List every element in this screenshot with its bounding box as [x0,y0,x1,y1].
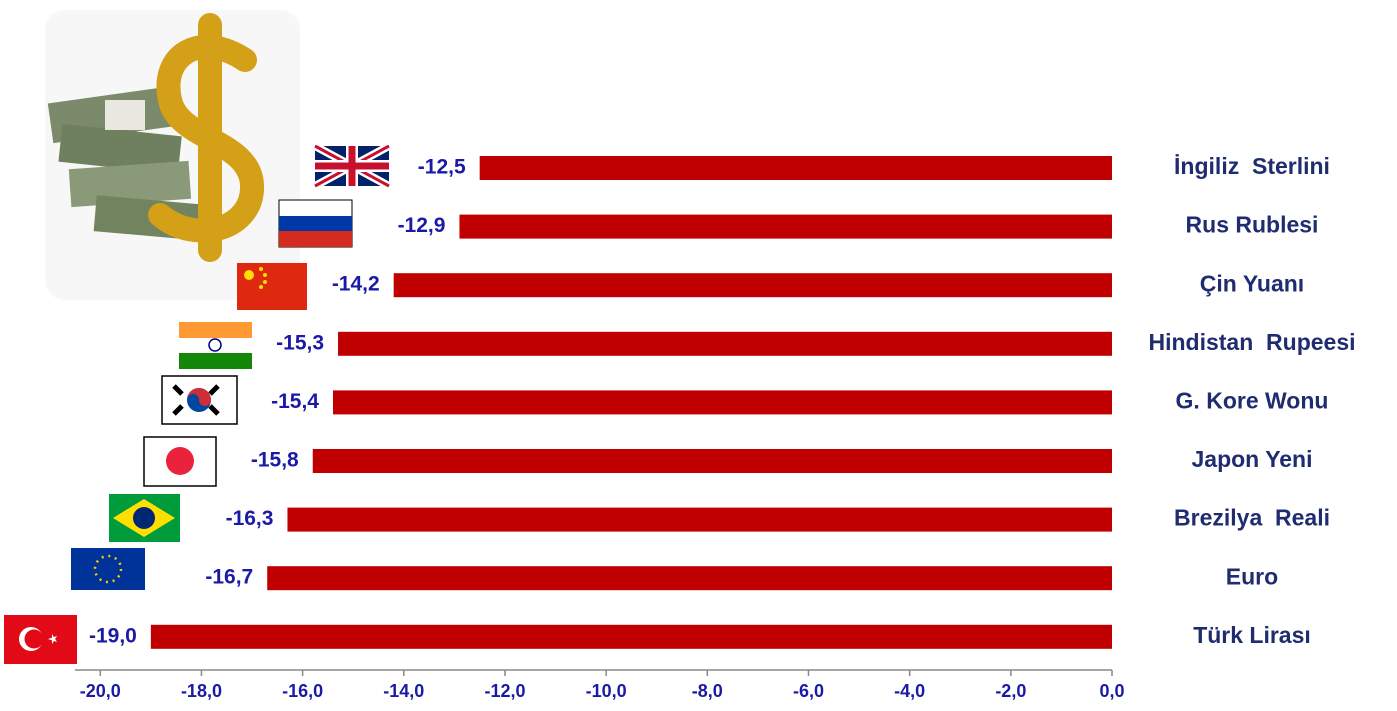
x-tick-label: -6,0 [793,681,824,701]
bar [459,214,1112,239]
money-illustration [45,10,300,300]
flag-india [179,322,252,369]
flag-russia [278,199,353,248]
value-label: -12,9 [398,214,446,237]
category-label: Çin Yuanı [1200,270,1304,296]
value-label: -19,0 [89,624,137,647]
category-label: Rus Rublesi [1186,212,1319,238]
category-label: Hindistan Rupeesi [1148,329,1355,355]
bar [150,624,1112,649]
x-tick-label: -20,0 [80,681,121,701]
category-label: Türk Lirası [1193,622,1311,648]
bar [267,566,1113,591]
flag-brazil [109,494,180,542]
x-tick-label: -12,0 [484,681,525,701]
x-tick-label: -8,0 [692,681,723,701]
x-tick-label: -18,0 [181,681,222,701]
x-tick-label: -14,0 [383,681,424,701]
flag-china [237,263,307,310]
value-label: -15,3 [276,331,324,354]
category-label: G. Kore Wonu [1176,387,1329,413]
bar [393,273,1112,298]
value-label: -12,5 [418,156,466,179]
bar [479,156,1112,180]
flag-uk [313,142,391,190]
x-tick-label: -16,0 [282,681,323,701]
value-label: -16,3 [226,507,274,530]
flag-turkey [4,615,77,664]
category-label: İngiliz Sterlini [1174,153,1330,179]
value-label: -15,4 [271,390,319,413]
category-label: Euro [1226,563,1278,589]
flag-korea [161,375,238,425]
bar [287,507,1113,532]
flag-japan [143,436,217,487]
bar [332,390,1112,415]
x-tick-label: -2,0 [995,681,1026,701]
value-label: -14,2 [332,273,380,296]
x-tick-label: 0,0 [1099,681,1124,701]
value-label: -15,8 [251,449,299,472]
category-label: Japon Yeni [1191,446,1312,472]
bar [312,449,1112,473]
x-tick-label: -10,0 [586,681,627,701]
bar [338,331,1112,356]
category-label: Brezilya Reali [1174,505,1330,531]
value-label: -16,7 [205,566,253,589]
x-tick-label: -4,0 [894,681,925,701]
flag-eu [71,548,145,590]
